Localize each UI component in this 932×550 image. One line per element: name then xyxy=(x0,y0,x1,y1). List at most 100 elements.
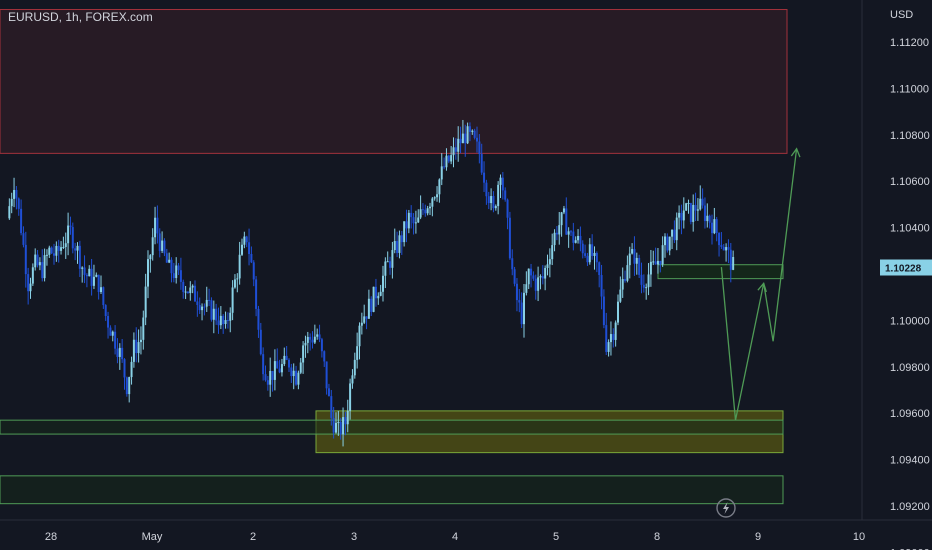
candle-body xyxy=(344,417,347,425)
candle-body xyxy=(222,315,225,325)
candle-body xyxy=(194,285,196,302)
candle-body xyxy=(36,254,39,266)
candle-body xyxy=(224,320,227,325)
candle-body xyxy=(436,194,439,198)
candle-body xyxy=(34,254,37,268)
candle-body xyxy=(149,255,152,260)
symbol-title[interactable]: EURUSD, 1h, FOREX.com xyxy=(8,10,153,24)
candle-body xyxy=(440,166,443,180)
lightning-icon-bolt xyxy=(723,502,729,514)
candle-body xyxy=(421,209,424,211)
candle-body xyxy=(349,383,352,411)
green-zone-3[interactable] xyxy=(0,475,784,505)
candle-body xyxy=(320,339,323,352)
candle-body xyxy=(619,289,622,302)
candle-body xyxy=(53,253,55,256)
candle-body xyxy=(257,308,260,330)
candle-body xyxy=(701,198,704,206)
candle-body xyxy=(431,198,434,207)
candle-body xyxy=(201,306,204,311)
candle-body xyxy=(614,322,617,340)
price-tick-label: 1.10800 xyxy=(890,130,930,142)
lightning-icon-ring xyxy=(716,498,736,518)
green-zone-4[interactable] xyxy=(657,264,784,280)
candle-body xyxy=(560,212,563,226)
candle-body xyxy=(92,276,95,286)
candle-body xyxy=(208,299,211,301)
candle-body xyxy=(389,261,392,268)
price-tick-label: 1.09000 xyxy=(890,547,930,550)
candle-body xyxy=(116,348,119,357)
projection-arrow-head-mid xyxy=(757,281,767,293)
candle-body xyxy=(438,179,441,195)
candle-body xyxy=(518,300,521,303)
candle-body xyxy=(384,261,387,276)
candle-body xyxy=(396,241,399,253)
candle-body xyxy=(661,245,664,265)
candle-body xyxy=(121,347,124,360)
candle-body xyxy=(62,247,65,249)
candle-body xyxy=(231,287,234,313)
candle-body xyxy=(393,241,396,251)
currency-label: USD xyxy=(890,9,913,21)
candle-body xyxy=(290,367,293,377)
candle-body xyxy=(114,331,117,349)
candle-body xyxy=(727,247,730,250)
candle-body xyxy=(154,217,157,238)
candle-body xyxy=(685,203,688,211)
lightning-icon[interactable] xyxy=(716,498,736,518)
candle-body xyxy=(497,184,500,207)
candle-body xyxy=(339,422,342,435)
candle-body xyxy=(309,336,312,340)
candle-body xyxy=(659,260,662,265)
candle-body xyxy=(184,291,187,293)
candle-body xyxy=(238,254,241,279)
price-tick-label: 1.09400 xyxy=(890,455,930,467)
candle-body xyxy=(111,331,114,336)
candle-body xyxy=(419,209,422,218)
candle-body xyxy=(447,155,450,162)
candle-body xyxy=(179,270,182,282)
candle-body xyxy=(617,301,619,323)
candle-body xyxy=(612,334,615,340)
candle-body xyxy=(78,245,81,269)
candle-body xyxy=(83,267,86,275)
candle-body xyxy=(297,372,300,385)
candle-body xyxy=(182,281,185,292)
green-zone-2[interactable] xyxy=(0,419,784,435)
candle-body xyxy=(172,273,175,279)
candle-body xyxy=(433,197,436,199)
candle-body xyxy=(370,298,373,312)
candle-body xyxy=(205,299,208,307)
price-tick-label: 1.10000 xyxy=(890,315,930,327)
candle-body xyxy=(570,231,572,233)
candle-body xyxy=(85,274,88,277)
candle-body xyxy=(680,212,683,221)
candle-body xyxy=(48,247,51,255)
time-axis[interactable]: 28 May 2 3 4 5 8 9 10 xyxy=(45,531,865,543)
candle-body xyxy=(424,209,427,214)
candle-body xyxy=(696,209,699,211)
candle-body xyxy=(64,243,67,248)
candle-body xyxy=(647,274,650,288)
candle-body xyxy=(283,355,286,365)
price-axis[interactable]: 1.11200 1.11000 1.10800 1.10600 1.10400 1.100… xyxy=(890,37,930,550)
candle-body xyxy=(304,342,307,346)
candle-body xyxy=(487,196,490,204)
candle-body xyxy=(226,320,229,322)
candle-body xyxy=(367,298,370,319)
candle-body xyxy=(555,232,558,235)
candle-body xyxy=(631,249,634,254)
candle-body xyxy=(74,248,77,251)
candle-body xyxy=(27,274,30,292)
candle-body xyxy=(586,255,589,263)
candle-body xyxy=(729,249,732,270)
candle-body xyxy=(607,342,610,352)
candle-body xyxy=(241,244,243,255)
time-tick-label: 4 xyxy=(452,531,458,543)
candle-body xyxy=(276,361,279,369)
supply-zone-0[interactable] xyxy=(0,9,788,154)
candle-body xyxy=(485,182,488,197)
candle-body xyxy=(706,215,709,222)
